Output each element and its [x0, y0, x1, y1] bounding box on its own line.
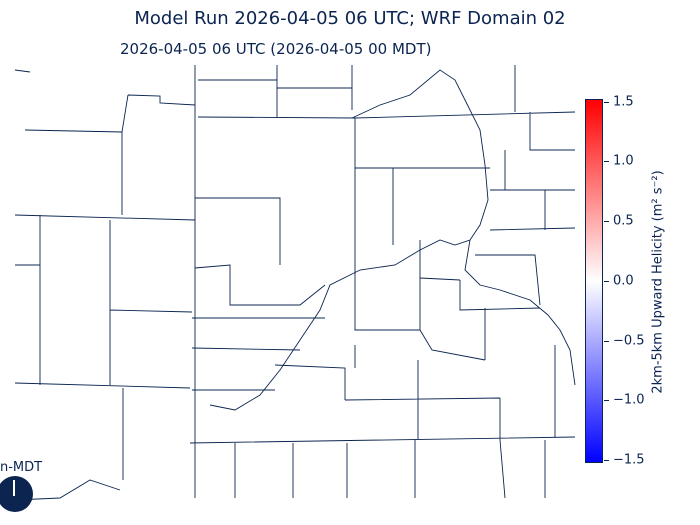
colorbar-tick	[604, 102, 609, 103]
figure-title: Model Run 2026-04-05 06 UTC; WRF Domain …	[134, 8, 566, 29]
colorbar-tick-label: 1.0	[613, 153, 634, 169]
colorbar-tick-label: −0.5	[613, 333, 645, 349]
river-boundary	[14, 69, 576, 501]
logo-icon	[0, 476, 33, 512]
colorbar-tick	[604, 341, 609, 342]
colorbar-tick-label: 0.5	[613, 213, 634, 229]
colorbar-tick	[604, 460, 609, 461]
colorbar-tick-label: 1.5	[613, 94, 634, 110]
colorbar-tick	[604, 161, 609, 162]
colorbar-tick-label: −1.0	[613, 392, 645, 408]
colorbar-tick-label: 0.0	[613, 273, 634, 289]
colorbar-tick	[604, 281, 609, 282]
county-lines	[14, 65, 576, 499]
colorbar-label: 2km-5km Upward Helicity (m² s⁻²)	[650, 170, 666, 394]
colorbar-tick	[604, 221, 609, 222]
colorbar	[585, 99, 603, 463]
colorbar-tick-label: −1.5	[613, 452, 645, 468]
logo-text: n-MDT	[0, 460, 43, 475]
colorbar-tick	[604, 400, 609, 401]
valid-time-subtitle: 2026-04-05 06 UTC (2026-04-05 00 MDT)	[120, 40, 432, 58]
